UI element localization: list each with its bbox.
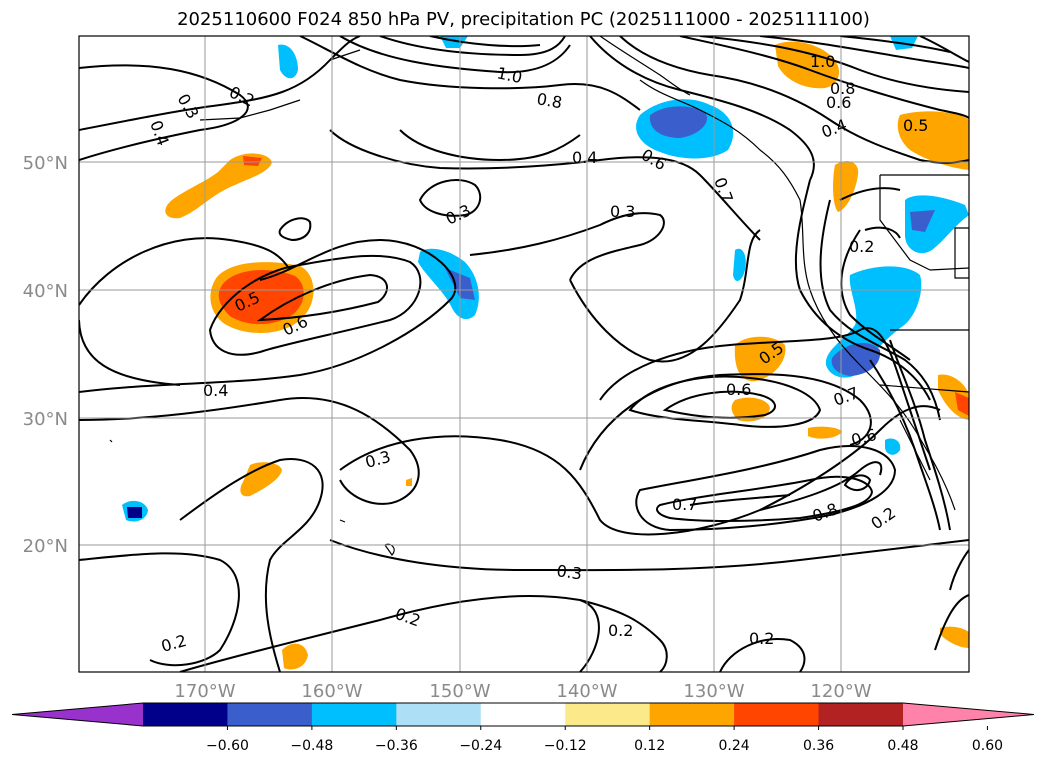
colorbar-tick-label: −0.48	[290, 738, 333, 754]
colorbar-cell	[565, 703, 651, 726]
colorbar-cell	[311, 703, 397, 726]
colorbar-cell	[396, 703, 482, 726]
colorbar-cell	[143, 703, 228, 726]
colorbar-tick-label: 0.24	[719, 738, 750, 754]
colorbar-tick-label: −0.36	[375, 738, 418, 754]
colorbar-cell	[734, 703, 820, 726]
colorbar-outline	[11, 702, 1035, 727]
colorbar-tick-label: 0.60	[972, 738, 1003, 754]
map-panel: 1.0 1.0 0.8 0.8 0.8 0.6 0.6 0.6 0.6 0.6 …	[23, 35, 970, 700]
contour-label: 0.8	[830, 79, 855, 98]
colorbar-cell	[649, 703, 735, 726]
map-title: 2025110600 F024 850 hPa PV, precipitatio…	[177, 9, 870, 30]
graticule	[79, 36, 969, 672]
contour-label: 1.0	[495, 63, 524, 87]
contour-label: 0.4	[203, 381, 228, 400]
colorbar-cell	[818, 703, 904, 726]
contour-label: 0.2	[749, 629, 774, 648]
contour-label: 0.2	[849, 237, 874, 256]
contour-label: 0.4	[572, 148, 597, 167]
lat-label: 30°N	[23, 409, 68, 430]
contour-label: 0.2	[608, 621, 633, 640]
lon-label: 170°W	[174, 681, 235, 700]
contour-label: 0.3	[610, 202, 635, 221]
colorbar-cell	[227, 703, 313, 726]
colorbar-extend-max	[903, 703, 1034, 726]
contour-label: 0.8	[535, 89, 563, 112]
colorbar-tick-label: −0.12	[544, 738, 587, 754]
colorbar-extend-min	[12, 703, 143, 726]
contour-label: 0.6	[726, 380, 751, 399]
precip-shading	[122, 36, 969, 670]
contour-label: 1.0	[810, 52, 835, 71]
colorbar-tick-label: 0.48	[887, 738, 918, 754]
pv-contours	[79, 36, 969, 672]
lon-label: 150°W	[429, 681, 490, 700]
contour-label: 0.3	[555, 561, 583, 583]
lon-label: 130°W	[683, 681, 744, 700]
contour-label: 0.5	[903, 116, 928, 135]
contour-label: 0.7	[672, 495, 697, 514]
coastlines	[109, 36, 969, 556]
lon-label: 160°W	[301, 681, 362, 700]
colorbar-tick-label: 0.12	[634, 738, 665, 754]
lon-label: 120°W	[810, 681, 871, 700]
lon-label: 140°W	[556, 681, 617, 700]
lat-label: 50°N	[23, 153, 68, 174]
lat-label: 40°N	[23, 281, 68, 302]
colorbar-tick-label: −0.24	[459, 738, 502, 754]
map-frame	[78, 35, 970, 673]
contour-label: 0.6	[826, 93, 851, 112]
colorbar-cell	[480, 703, 566, 726]
lat-label: 20°N	[23, 536, 68, 557]
colorbar-tick-label: −0.60	[206, 738, 249, 754]
colorbar-tick-label: 0.36	[803, 738, 834, 754]
